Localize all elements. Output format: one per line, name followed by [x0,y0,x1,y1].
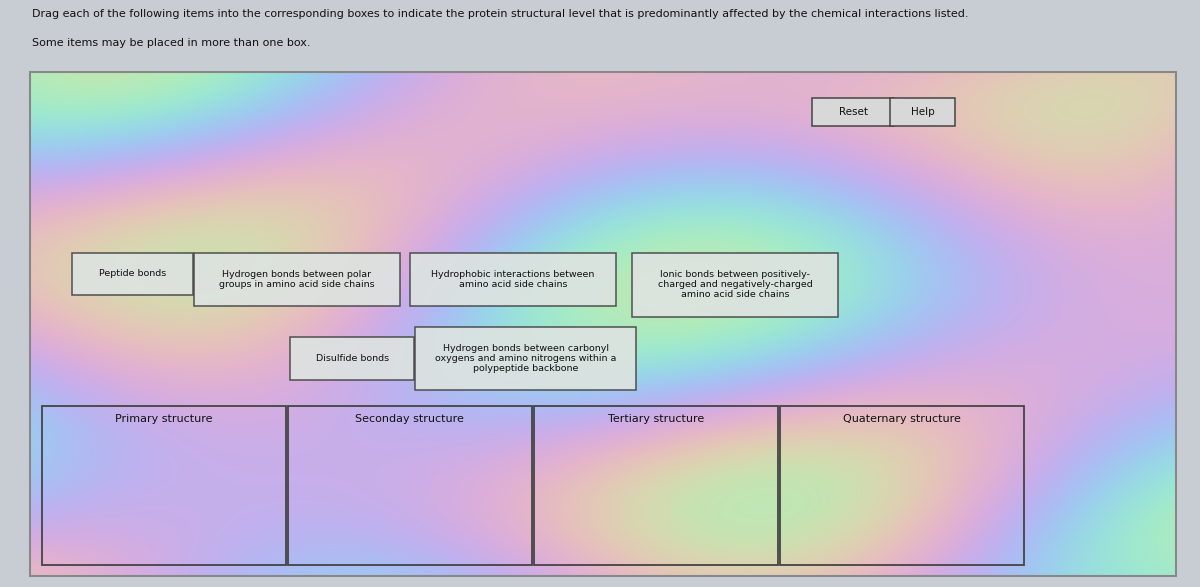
Text: Ionic bonds between positively-
charged and negatively-charged
amino acid side c: Ionic bonds between positively- charged … [658,269,812,299]
Text: Peptide bonds: Peptide bonds [98,269,167,278]
FancyBboxPatch shape [194,252,400,306]
Text: Tertiary structure: Tertiary structure [607,414,704,424]
Text: Quaternary structure: Quaternary structure [842,414,961,424]
Text: Disulfide bonds: Disulfide bonds [316,354,389,363]
FancyBboxPatch shape [410,252,616,306]
Text: Drag each of the following items into the corresponding boxes to indicate the pr: Drag each of the following items into th… [32,9,968,19]
FancyBboxPatch shape [632,252,838,316]
Text: Hydrogen bonds between carbonyl
oxygens and amino nitrogens within a
polypeptide: Hydrogen bonds between carbonyl oxygens … [434,343,617,373]
FancyBboxPatch shape [812,98,894,126]
Text: Hydrogen bonds between polar
groups in amino acid side chains: Hydrogen bonds between polar groups in a… [220,269,374,289]
FancyBboxPatch shape [890,98,955,126]
Text: Help: Help [911,107,935,117]
FancyBboxPatch shape [72,252,193,295]
Text: Reset: Reset [839,107,868,117]
Text: Hydrophobic interactions between
amino acid side chains: Hydrophobic interactions between amino a… [431,269,595,289]
Text: Seconday structure: Seconday structure [355,414,464,424]
Text: Some items may be placed in more than one box.: Some items may be placed in more than on… [32,38,311,48]
Text: Primary structure: Primary structure [115,414,212,424]
FancyBboxPatch shape [290,337,414,380]
FancyBboxPatch shape [415,326,636,390]
